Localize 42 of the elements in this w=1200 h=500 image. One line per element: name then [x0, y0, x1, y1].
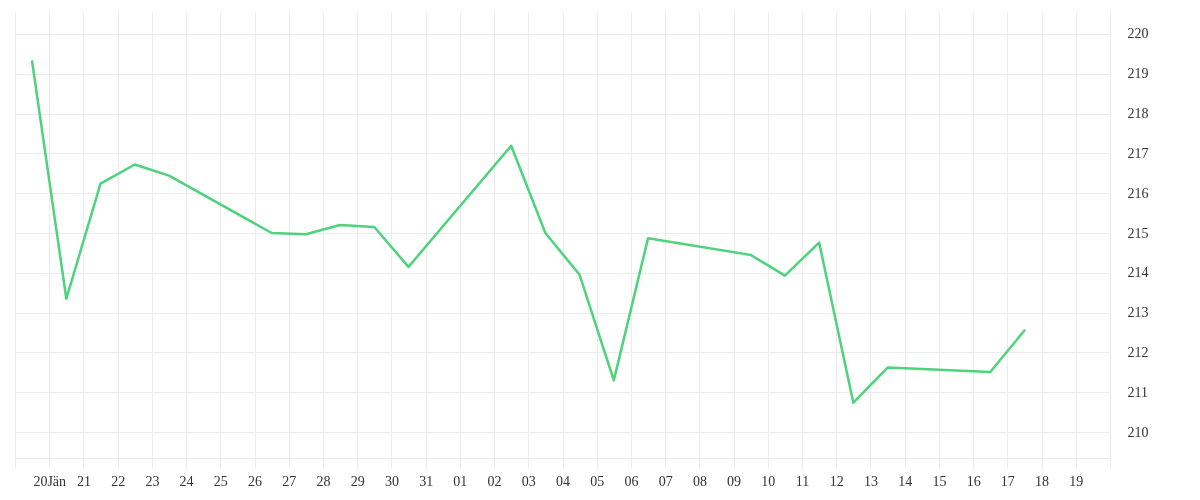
- y-tick-label: 215: [1127, 225, 1149, 241]
- x-tick-label: 14: [898, 473, 913, 489]
- x-tick-label: 22: [111, 473, 126, 489]
- y-tick-label: 218: [1127, 106, 1149, 122]
- x-tick-label: 29: [350, 473, 365, 489]
- x-tick-label: 27: [282, 473, 297, 489]
- x-tick-label: 05: [590, 473, 605, 489]
- x-tick-label: 30: [384, 473, 399, 489]
- x-tick-label: 12: [829, 473, 844, 489]
- x-tick-label: 07: [658, 473, 673, 489]
- x-tick-label: 06: [624, 473, 639, 489]
- x-tick-label: 20Jän: [33, 473, 67, 489]
- x-tick-label: 18: [1035, 473, 1050, 489]
- x-tick-label: 28: [316, 473, 331, 489]
- x-tick-label: 08: [692, 473, 707, 489]
- x-tick-label: 01: [453, 473, 468, 489]
- x-tick-label: 17: [1000, 473, 1015, 489]
- y-tick-label: 217: [1127, 145, 1149, 161]
- y-tick-label: 220: [1127, 26, 1149, 42]
- y-tick-label: 216: [1127, 185, 1149, 201]
- y-tick-label: 219: [1127, 66, 1149, 82]
- x-tick-label: 26: [248, 473, 263, 489]
- x-tick-label: 23: [145, 473, 160, 489]
- y-tick-label: 212: [1127, 344, 1149, 360]
- y-tick-label: 213: [1127, 305, 1149, 321]
- x-tick-label: 09: [727, 473, 742, 489]
- x-tick-label: 19: [1069, 473, 1084, 489]
- y-tick-label: 214: [1127, 265, 1149, 281]
- x-tick-label: 10: [761, 473, 776, 489]
- x-tick-label: 16: [966, 473, 981, 489]
- x-tick-label: 04: [556, 473, 570, 489]
- x-tick-label: 25: [213, 473, 228, 489]
- x-tick-label: 11: [795, 473, 810, 489]
- x-tick-label: 24: [179, 473, 194, 489]
- x-tick-label: 13: [863, 473, 878, 489]
- x-tick-label: 02: [487, 473, 502, 489]
- x-tick-label: 15: [932, 473, 947, 489]
- x-tick-label: 21: [76, 473, 91, 489]
- x-tick-label: 03: [521, 473, 536, 489]
- y-tick-label: 210: [1127, 424, 1149, 440]
- y-tick-label: 211: [1127, 384, 1148, 400]
- x-tick-label: 31: [419, 473, 434, 489]
